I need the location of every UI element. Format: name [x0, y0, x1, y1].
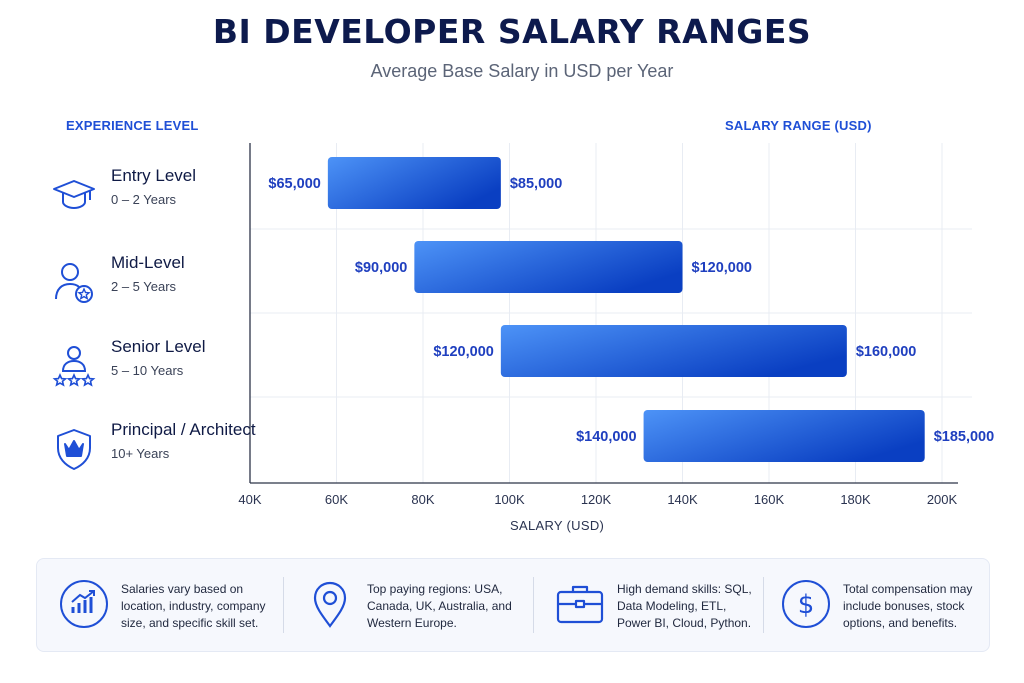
level-name: Principal / Architect	[111, 420, 256, 439]
graduation-cap-icon	[52, 174, 96, 218]
range-bar	[414, 241, 683, 293]
briefcase-icon	[555, 579, 605, 629]
high-value-label: $120,000	[692, 260, 752, 276]
note-text: High demand skills: SQL, Data Modeling, …	[617, 582, 752, 630]
level-years: 10+ Years	[111, 446, 170, 461]
x-tick-label: 40K	[238, 492, 261, 507]
note-text: Salaries vary based on location, industr…	[121, 582, 266, 630]
low-value-label: $120,000	[433, 344, 493, 360]
salary-range-header: SALARY RANGE (USD)	[725, 118, 872, 133]
level-years: 0 – 2 Years	[111, 192, 177, 207]
shield-crown-icon	[52, 428, 96, 472]
level-row-principal: Principal / Architect 10+ Years	[0, 420, 256, 504]
low-value-label: $140,000	[576, 429, 636, 445]
high-value-label: $85,000	[510, 176, 562, 192]
location-pin-icon	[305, 579, 355, 629]
low-value-label: $65,000	[268, 176, 320, 192]
x-tick-label: 120K	[581, 492, 612, 507]
low-value-label: $90,000	[355, 260, 407, 276]
level-row-entry: Entry Level 0 – 2 Years	[0, 166, 250, 250]
level-name: Entry Level	[111, 166, 197, 185]
salary-range-chart: $65,000 $85,000 $90,000 $120,000 $120,000 $16…	[238, 143, 994, 507]
range-bar	[500, 325, 847, 377]
level-years: 5 – 10 Years	[111, 363, 184, 378]
dollar-icon: $	[781, 579, 831, 629]
x-tick-label: 200K	[927, 492, 958, 507]
divider	[283, 577, 284, 633]
page-subtitle: Average Base Salary in USD per Year	[370, 61, 674, 81]
high-value-label: $185,000	[934, 429, 994, 445]
level-name: Mid-Level	[111, 253, 185, 272]
range-bar	[643, 410, 925, 462]
person-star-icon	[52, 261, 96, 305]
level-name: Senior Level	[111, 337, 206, 356]
svg-text:$: $	[798, 590, 815, 620]
note-text: Top paying regions: USA, Canada, UK, Aus…	[367, 582, 512, 630]
experience-level-header: EXPERIENCE LEVEL	[66, 118, 199, 133]
high-value-label: $160,000	[856, 344, 916, 360]
x-tick-label: 60K	[325, 492, 348, 507]
note-text: Total compensation may include bonuses, …	[843, 582, 973, 630]
x-axis-label: SALARY (USD)	[510, 518, 605, 533]
x-tick-label: 100K	[494, 492, 525, 507]
divider	[763, 577, 764, 633]
divider	[533, 577, 534, 633]
x-tick-label: 180K	[840, 492, 871, 507]
level-row-mid: Mid-Level 2 – 5 Years	[0, 253, 250, 337]
level-row-senior: Senior Level 5 – 10 Years	[0, 337, 250, 421]
x-tick-label: 140K	[667, 492, 698, 507]
x-tick-label: 160K	[754, 492, 785, 507]
person-three-stars-icon	[52, 345, 96, 389]
range-bar	[327, 157, 501, 209]
x-tick-label: 80K	[411, 492, 434, 507]
page-title: BI DEVELOPER SALARY RANGES	[212, 12, 812, 51]
info-panel: Salaries vary based on location, industr…	[36, 558, 990, 652]
level-years: 2 – 5 Years	[111, 279, 177, 294]
growth-chart-icon	[59, 579, 109, 629]
